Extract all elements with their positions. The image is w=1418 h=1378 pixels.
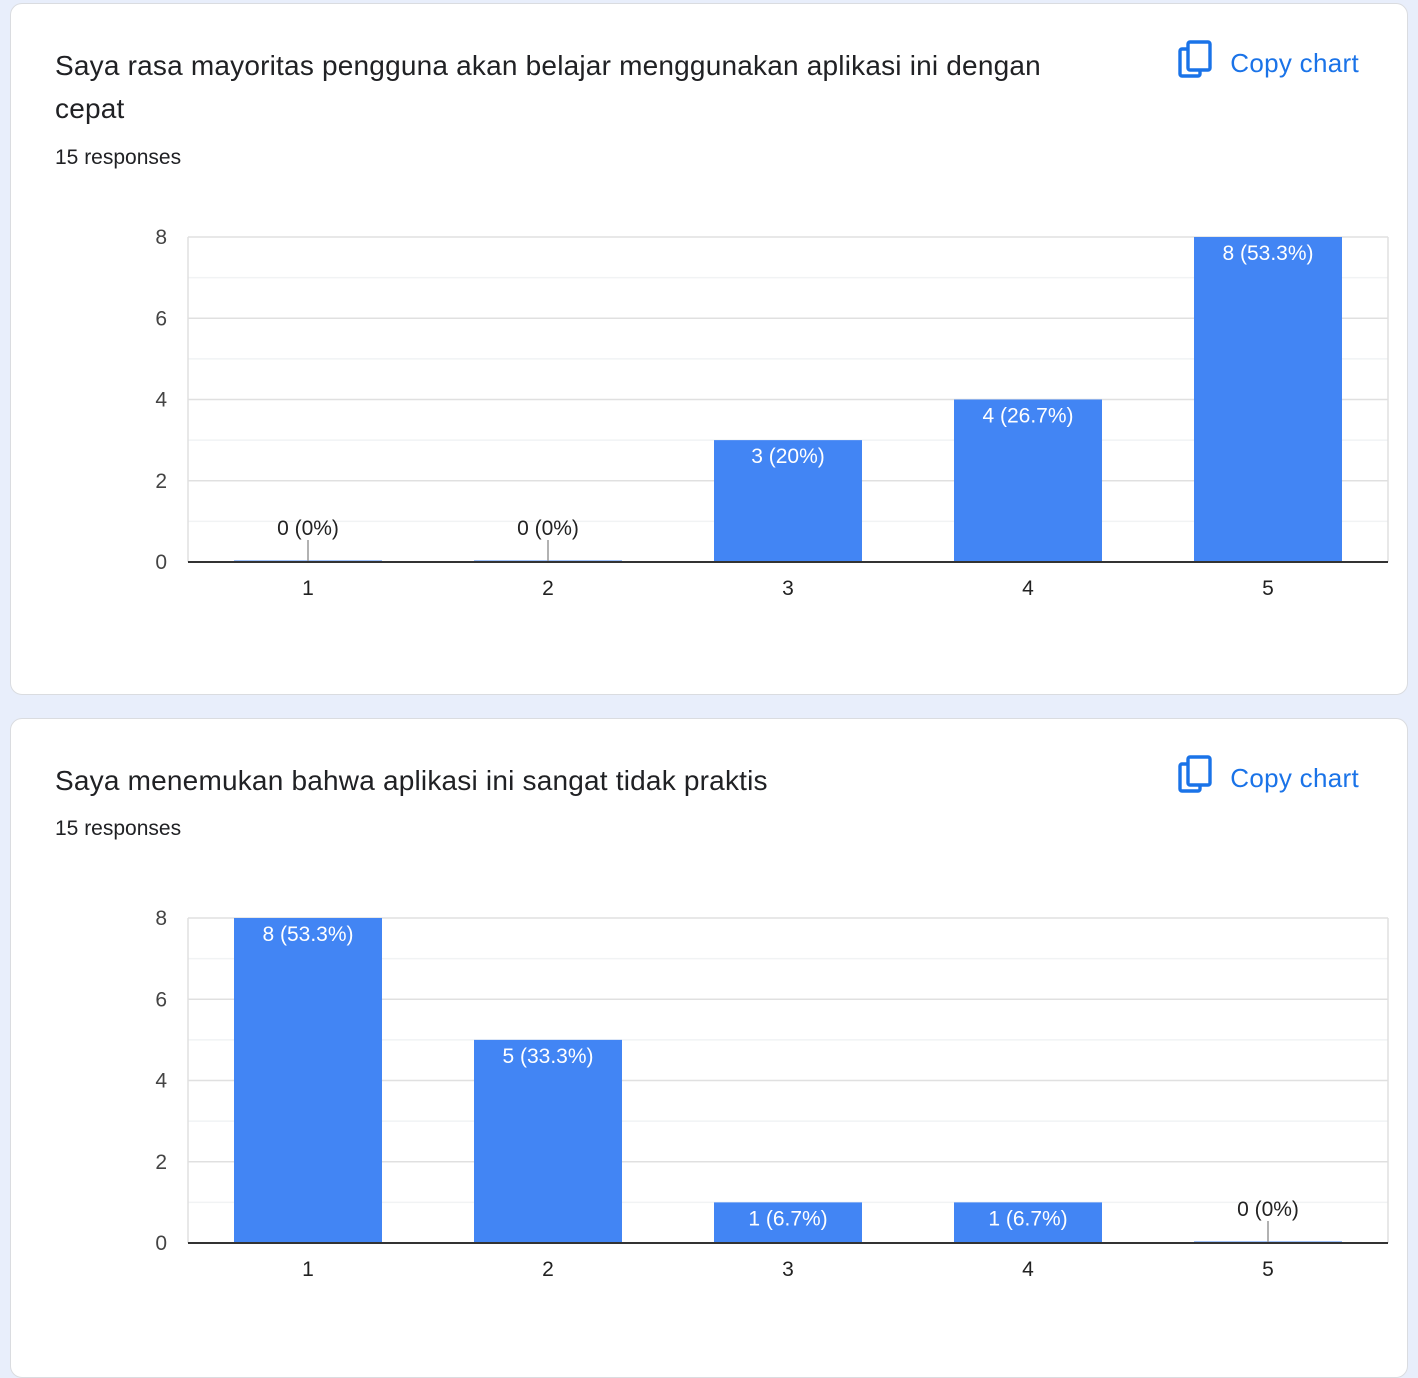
x-tick-label: 5 — [1262, 577, 1274, 600]
x-tick-label: 1 — [302, 577, 314, 600]
bar — [954, 399, 1102, 562]
y-tick-label: 8 — [155, 907, 167, 930]
data-label: 0 (0%) — [517, 517, 579, 540]
x-tick-label: 5 — [1262, 1258, 1274, 1281]
y-tick-label: 2 — [155, 470, 167, 493]
question-title: Saya rasa mayoritas pengguna akan belaja… — [55, 50, 1041, 124]
y-tick-label: 4 — [155, 389, 167, 412]
data-label: 1 (6.7%) — [748, 1207, 827, 1230]
question-card: Saya menemukan bahwa aplikasi ini sangat… — [10, 718, 1408, 1378]
y-tick-label: 2 — [155, 1151, 167, 1174]
y-tick-label: 6 — [155, 988, 167, 1011]
data-label: 0 (0%) — [1237, 1198, 1299, 1221]
bar-chart: 0 2 4 6 8 8 (53.3%) 1 5 (33.3%) 2 1 (6.7%) 3 1 (6.7… — [155, 907, 1389, 1281]
bar — [954, 1202, 1102, 1243]
x-tick-label: 2 — [542, 1258, 554, 1281]
x-tick-label: 4 — [1022, 1258, 1034, 1281]
data-label: 4 (26.7%) — [982, 405, 1073, 428]
x-tick-label: 2 — [542, 577, 554, 600]
bar — [1194, 237, 1342, 562]
y-tick-label: 0 — [155, 551, 167, 574]
copy-chart-button[interactable]: Copy chart — [1178, 39, 1359, 87]
y-tick-label: 0 — [155, 1232, 167, 1255]
bar-chart: 0 2 4 6 8 0 (0%) 1 0 (0%) 2 3 (20%) 3 4 (26.7%) 4 8 (… — [155, 226, 1389, 600]
copy-icon — [1178, 754, 1214, 802]
response-count: 15 responses — [55, 146, 182, 169]
copy-chart-button[interactable]: Copy chart — [1178, 754, 1359, 802]
bar — [474, 1039, 622, 1243]
bar — [714, 440, 862, 562]
bar — [234, 918, 382, 1243]
x-tick-label: 4 — [1022, 577, 1034, 600]
copy-chart-label: Copy chart — [1230, 47, 1359, 78]
copy-chart-label: Copy chart — [1230, 762, 1359, 793]
data-label: 8 (53.3%) — [262, 923, 353, 946]
x-tick-label: 3 — [782, 1258, 794, 1281]
x-tick-label: 1 — [302, 1258, 314, 1281]
response-count: 15 responses — [55, 817, 182, 840]
data-label: 1 (6.7%) — [988, 1207, 1067, 1230]
y-tick-label: 8 — [155, 226, 167, 249]
data-label: 5 (33.3%) — [502, 1045, 593, 1068]
y-tick-label: 6 — [155, 307, 167, 330]
data-label: 0 (0%) — [277, 517, 339, 540]
bar — [714, 1202, 862, 1243]
x-tick-label: 3 — [782, 577, 794, 600]
data-label: 3 (20%) — [751, 445, 825, 468]
data-label: 8 (53.3%) — [1222, 242, 1313, 265]
y-tick-label: 4 — [155, 1070, 167, 1093]
copy-icon — [1178, 39, 1214, 87]
question-title: Saya menemukan bahwa aplikasi ini sangat… — [55, 765, 768, 796]
question-card: Saya rasa mayoritas pengguna akan belaja… — [10, 3, 1408, 695]
